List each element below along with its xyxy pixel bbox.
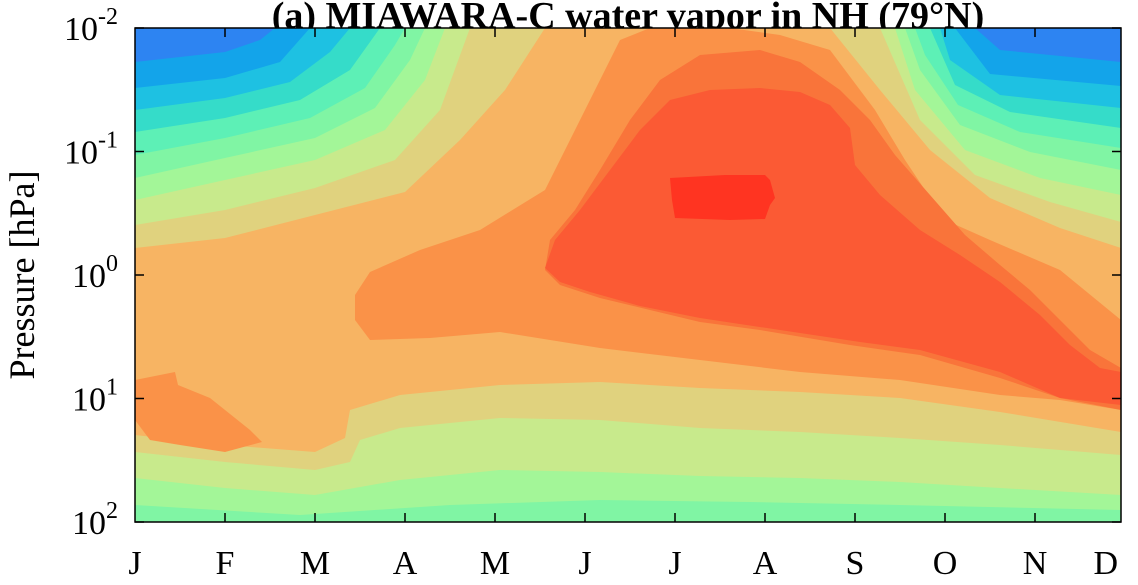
y-tick-label: 102 (72, 498, 118, 542)
x-tick-label: J (578, 545, 591, 582)
contour-band (135, 28, 1121, 155)
x-tick-label: A (753, 545, 778, 582)
contour-band (135, 28, 1121, 62)
x-tick-label: N (1023, 545, 1048, 582)
x-tick-label: D (1093, 545, 1118, 582)
contour-band (670, 175, 775, 220)
contour-band (135, 500, 1121, 522)
y-axis-label: Pressure [hPa] (2, 171, 42, 380)
x-tick-label: J (668, 545, 681, 582)
x-tick-label: J (128, 545, 141, 582)
x-tick-label: M (480, 545, 510, 582)
y-axis: 10-2 10-1 100 101 102 (64, 4, 1121, 542)
y-tick-label: 10-2 (64, 4, 118, 48)
contour-band (545, 88, 1121, 405)
x-tick-label: O (933, 545, 958, 582)
x-tick-label: S (846, 545, 865, 582)
y-tick-label: 101 (72, 375, 118, 419)
y-tick-label: 10-1 (64, 128, 118, 172)
x-tick-label: A (393, 545, 418, 582)
contour-band (135, 372, 262, 452)
contour-band (135, 28, 1121, 178)
x-tick-label: F (216, 545, 235, 582)
x-tick-label: M (300, 545, 330, 582)
y-tick-label: 100 (72, 251, 118, 295)
contour-fill (135, 28, 1121, 522)
